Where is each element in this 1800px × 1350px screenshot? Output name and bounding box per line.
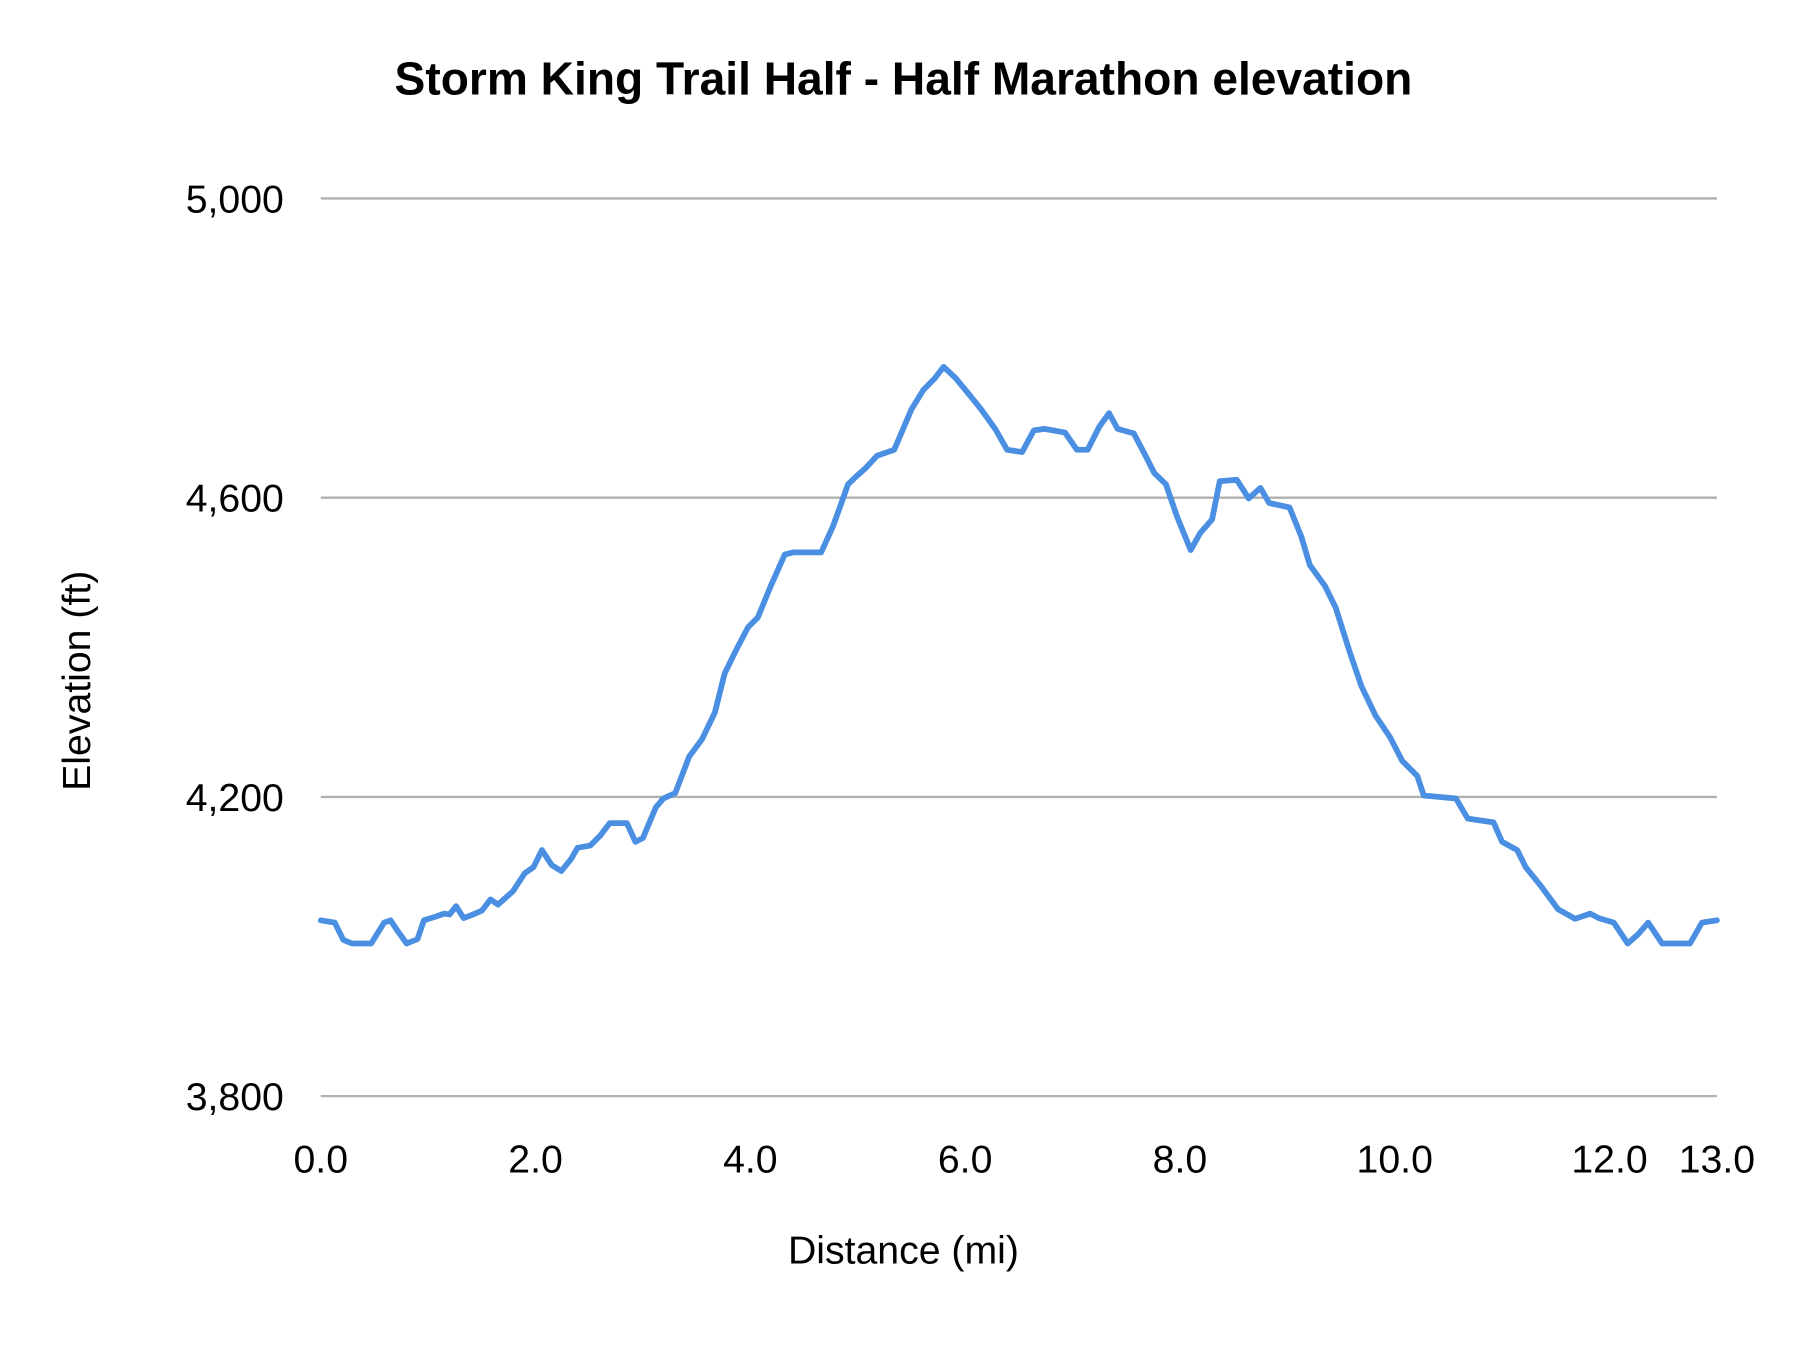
gridlines: [320, 197, 1717, 1098]
x-axis-ticks: 0.0 2.0 4.0 6.0 8.0 10.0 12.0 13.0: [294, 1137, 1756, 1181]
x-axis-label: Distance (mi): [788, 1228, 1019, 1272]
x-tick-label: 4.0: [723, 1137, 778, 1181]
x-tick-label: 0.0: [294, 1137, 349, 1181]
y-tick-label: 4,200: [186, 776, 284, 820]
x-tick-label: 10.0: [1357, 1137, 1433, 1181]
x-tick-label: 13.0: [1679, 1137, 1755, 1181]
y-tick-label: 5,000: [186, 177, 284, 221]
y-axis-ticks: 3,800 4,200 4,600 5,000: [186, 177, 284, 1119]
x-tick-label: 2.0: [508, 1137, 563, 1181]
chart-title: Storm King Trail Half - Half Marathon el…: [395, 53, 1413, 105]
elevation-line: [317, 363, 1720, 947]
y-tick-label: 4,600: [186, 477, 284, 521]
y-tick-label: 3,800: [186, 1075, 284, 1119]
x-tick-label: 8.0: [1153, 1137, 1208, 1181]
y-axis-label: Elevation (ft): [55, 571, 99, 791]
x-tick-label: 12.0: [1571, 1137, 1647, 1181]
x-tick-label: 6.0: [938, 1137, 993, 1181]
